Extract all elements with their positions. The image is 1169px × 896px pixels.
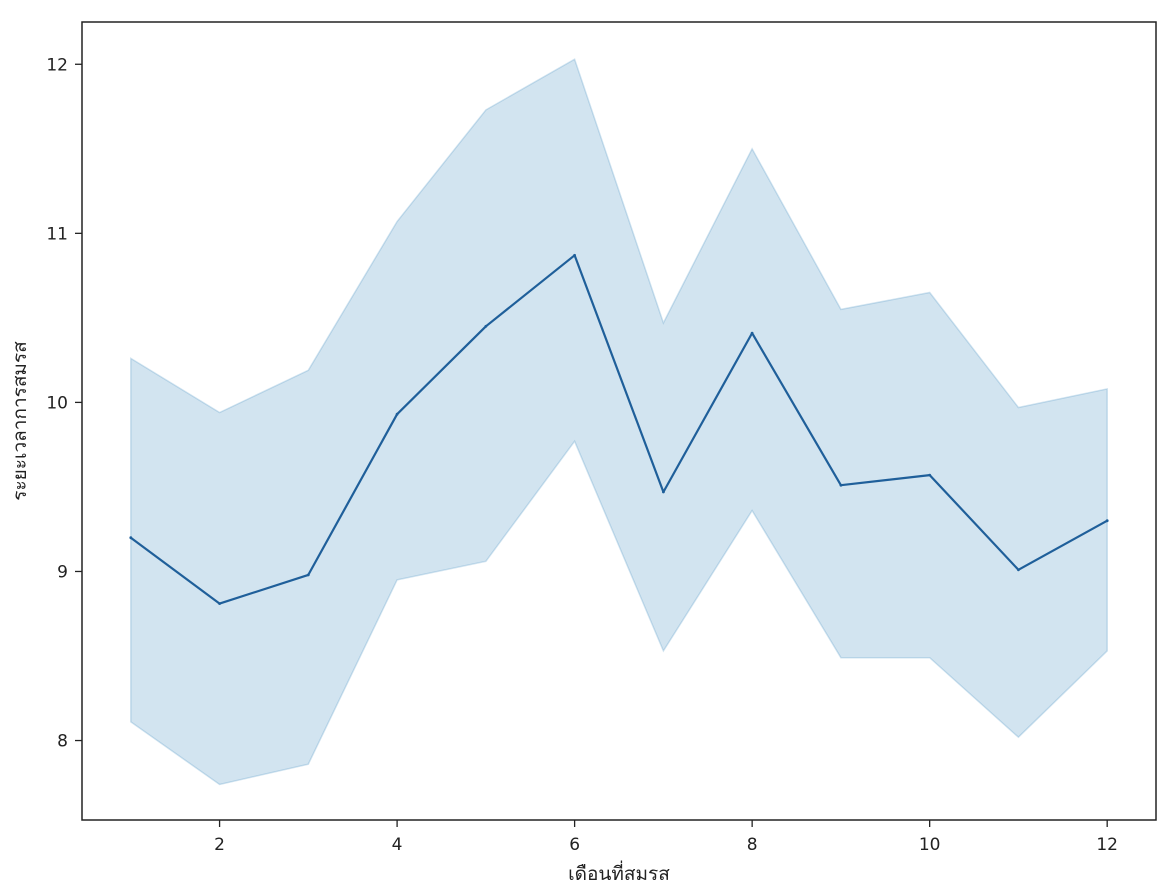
x-axis-ticks: 2 4 6 8 10 12 [214, 820, 1118, 855]
y-tick-label: 12 [46, 55, 68, 75]
data-point [839, 483, 843, 487]
data-point [1017, 568, 1020, 572]
data-point [928, 473, 932, 477]
confidence-band [130, 58, 1108, 786]
confidence-band-layer [130, 58, 1108, 786]
x-tick-label: 6 [569, 835, 580, 855]
data-point [1105, 519, 1109, 523]
y-tick-label: 10 [46, 393, 68, 413]
x-tick-label: 4 [392, 835, 403, 855]
data-point [129, 536, 133, 540]
y-axis-ticks: 8 9 10 11 12 [46, 55, 82, 752]
series-line-layer [129, 253, 1109, 605]
series-line [130, 254, 1108, 605]
data-point [218, 602, 222, 605]
data-point [662, 490, 665, 494]
data-point [395, 412, 399, 416]
data-point [750, 331, 754, 335]
x-tick-label: 8 [747, 835, 758, 855]
x-tick-label: 12 [1096, 835, 1118, 855]
y-axis-label: ระยะเวลาการสมรส [9, 341, 31, 501]
x-axis-label: เดือนที่สมรส [568, 860, 670, 885]
data-point [306, 573, 310, 577]
data-point [573, 253, 576, 257]
y-tick-label: 8 [57, 732, 68, 752]
plot-frame [81, 21, 1157, 821]
x-tick-label: 2 [214, 835, 225, 855]
y-tick-label: 11 [46, 224, 68, 244]
y-tick-label: 9 [57, 562, 68, 582]
x-tick-label: 10 [919, 835, 941, 855]
data-point [484, 324, 488, 328]
